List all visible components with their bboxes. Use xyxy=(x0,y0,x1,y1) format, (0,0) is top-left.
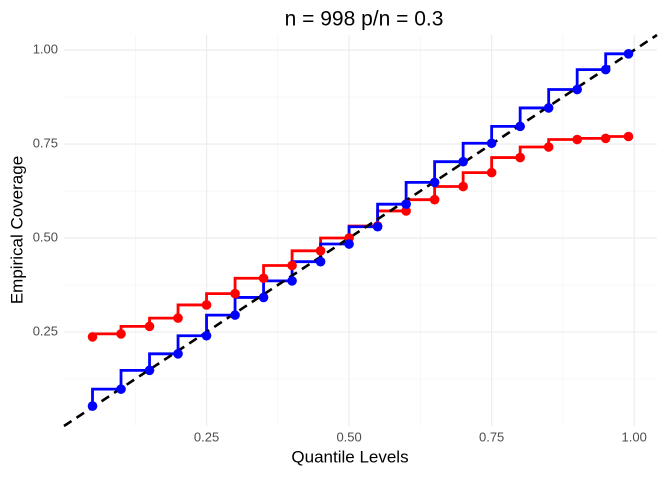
step-segment xyxy=(518,106,549,127)
x-tick-label: 0.25 xyxy=(194,429,219,444)
chart-title: n = 998 p/n = 0.3 xyxy=(285,8,444,31)
point xyxy=(173,313,183,323)
point xyxy=(401,206,411,216)
point xyxy=(230,288,240,299)
step-segment xyxy=(119,368,150,390)
point xyxy=(173,349,183,359)
point xyxy=(315,246,326,256)
step-segment xyxy=(176,334,207,354)
point xyxy=(230,310,240,320)
y-tick-label: 0.50 xyxy=(33,229,58,244)
x-tick-label: 0.75 xyxy=(479,429,504,444)
point xyxy=(600,133,611,144)
point xyxy=(572,134,582,145)
y-tick-label: 0.25 xyxy=(33,323,58,338)
point xyxy=(543,142,554,152)
point xyxy=(258,292,269,303)
step-segment xyxy=(205,313,236,336)
step-segment xyxy=(604,52,629,70)
step-segment xyxy=(91,387,122,407)
point xyxy=(429,194,440,205)
point xyxy=(515,152,525,163)
step-segment xyxy=(490,124,521,144)
point xyxy=(623,131,634,142)
point xyxy=(372,221,383,232)
y-tick-label: 1.00 xyxy=(33,41,58,56)
step-segment xyxy=(404,180,435,205)
step-segment xyxy=(233,296,264,316)
point xyxy=(87,401,98,411)
point xyxy=(515,121,525,132)
step-segment xyxy=(148,352,179,371)
point xyxy=(144,365,155,376)
point xyxy=(486,138,497,149)
point xyxy=(287,276,297,286)
x-tick-label: 1.00 xyxy=(622,429,647,444)
point xyxy=(344,239,354,249)
point xyxy=(486,167,497,178)
point xyxy=(315,256,326,267)
y-tick-label: 0.75 xyxy=(33,135,58,150)
reference-line xyxy=(63,33,658,428)
point xyxy=(572,84,582,95)
point xyxy=(458,181,468,192)
step-segment xyxy=(233,276,264,294)
step-segment xyxy=(461,141,492,162)
point xyxy=(458,156,468,167)
point xyxy=(429,177,440,188)
y-axis-label: Empirical Coverage xyxy=(7,156,26,304)
x-axis-label: Quantile Levels xyxy=(291,447,408,466)
point xyxy=(144,321,155,332)
point xyxy=(287,260,297,271)
step-segment xyxy=(547,88,578,108)
point xyxy=(116,384,126,394)
point xyxy=(258,273,269,284)
point xyxy=(623,48,634,59)
point xyxy=(600,64,611,75)
step-segment xyxy=(376,209,407,226)
point xyxy=(401,199,411,209)
point xyxy=(201,300,212,310)
point xyxy=(543,103,554,113)
point xyxy=(116,329,126,339)
step-segment xyxy=(490,156,521,173)
point xyxy=(87,332,98,342)
x-tick-label: 0.50 xyxy=(336,429,361,444)
point xyxy=(201,330,212,341)
step-segment xyxy=(575,68,606,90)
step-segment xyxy=(433,160,464,183)
